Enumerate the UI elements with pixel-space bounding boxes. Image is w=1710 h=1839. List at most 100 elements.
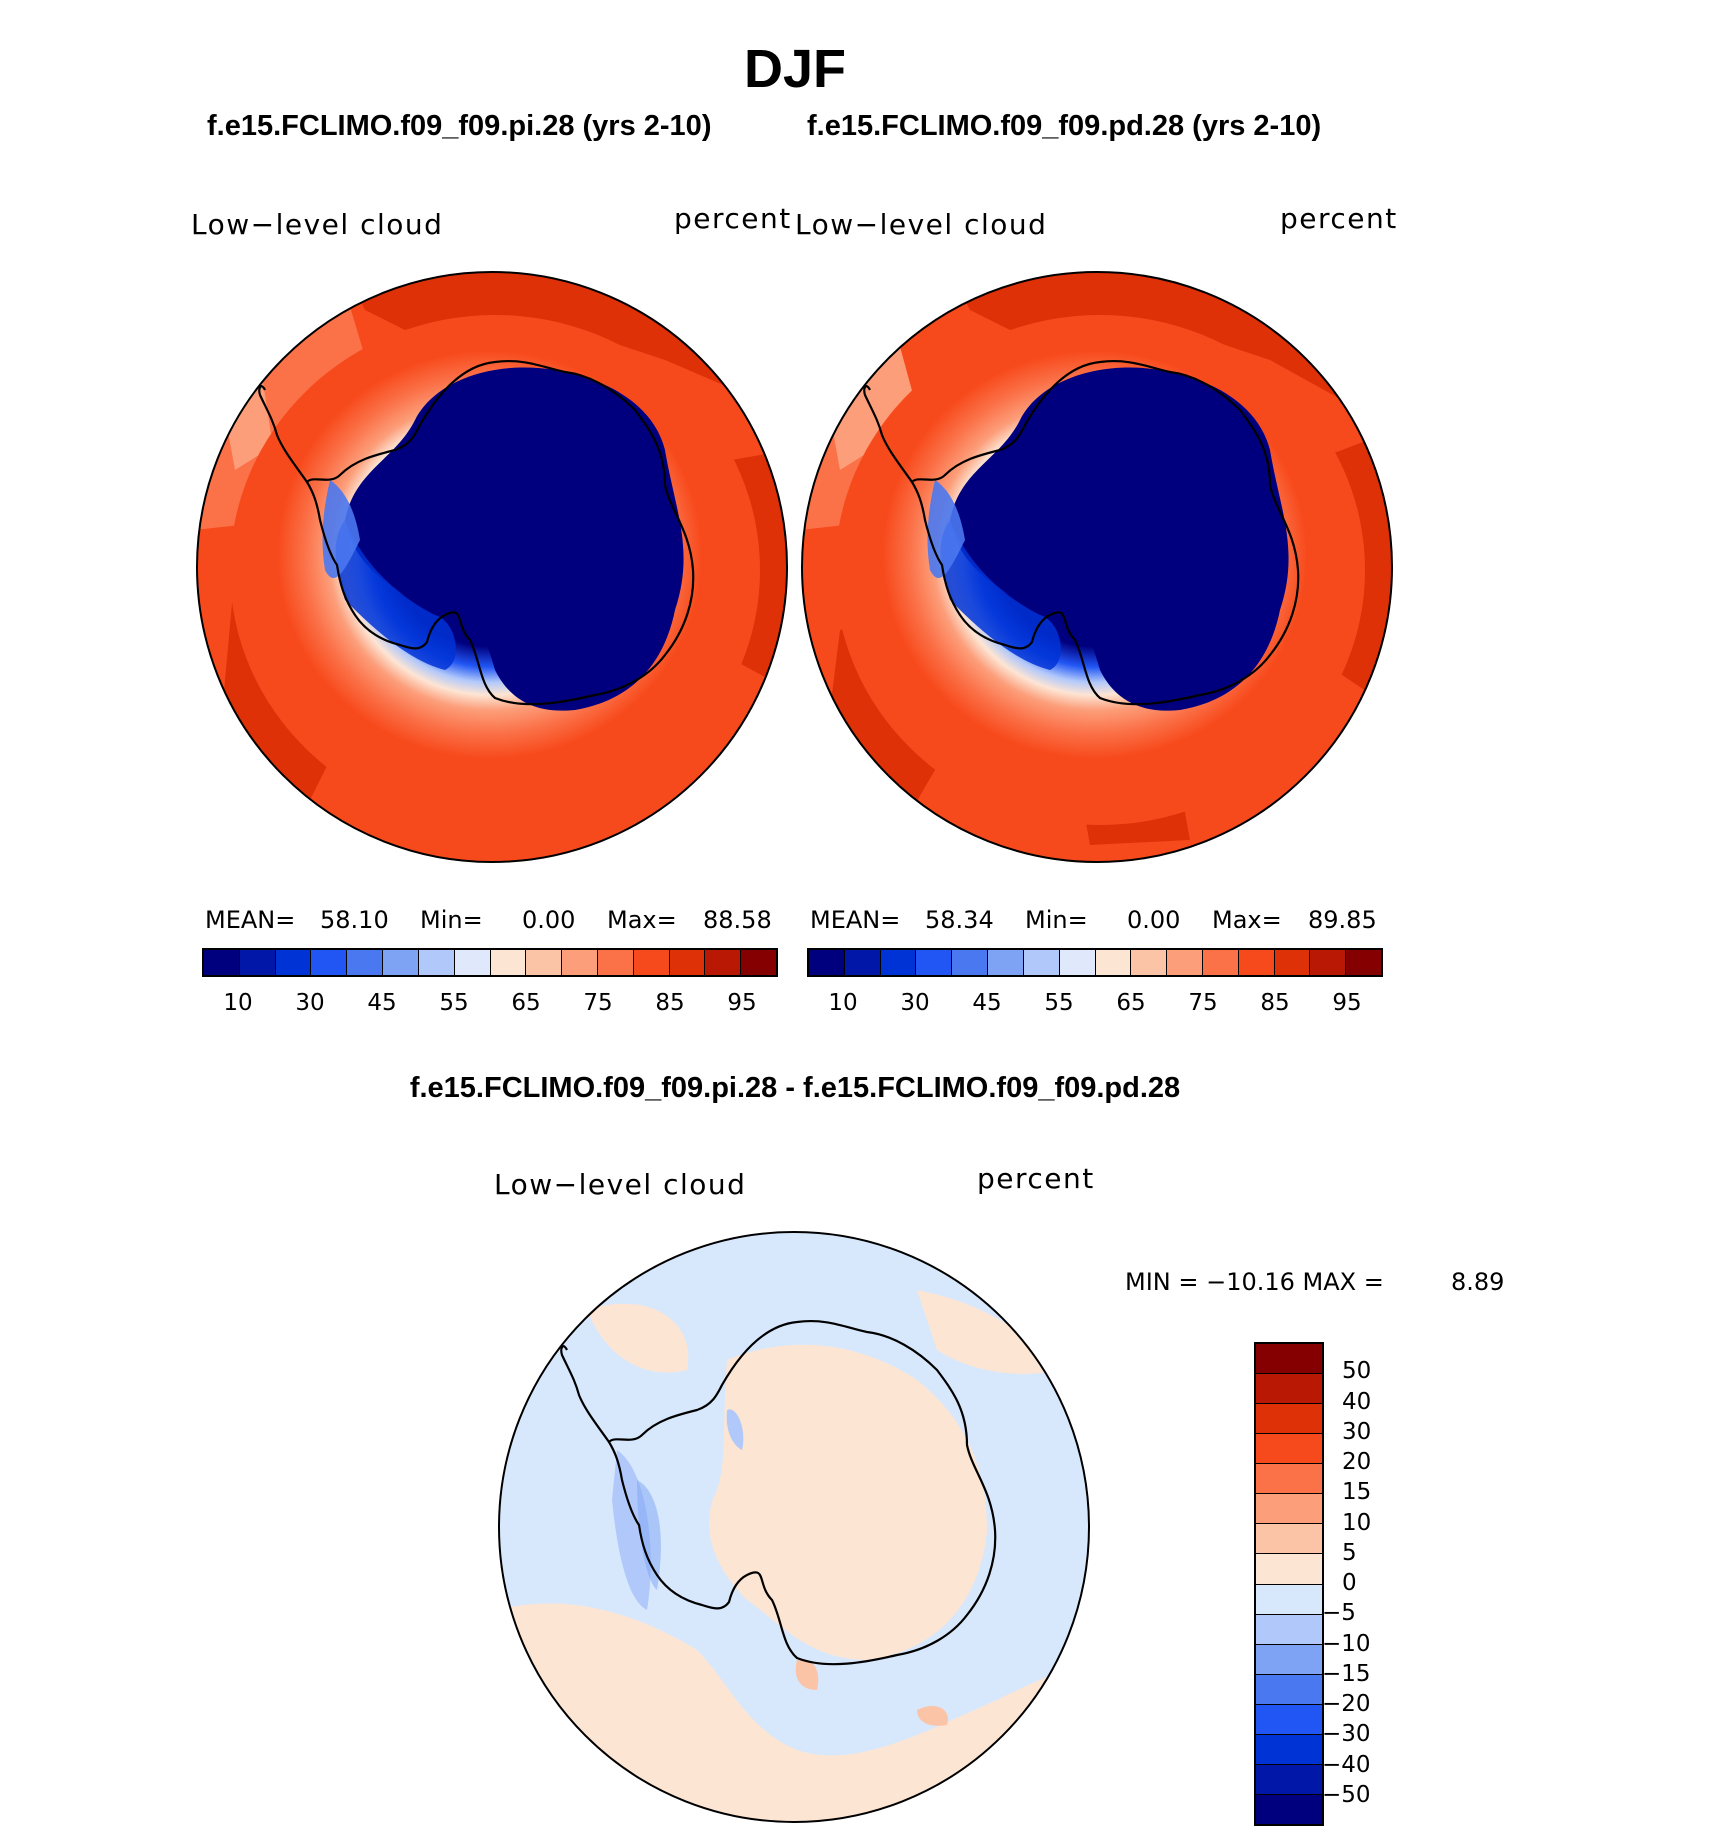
panel-1-colorbar-box <box>597 950 634 975</box>
panel-1-colorbar-box <box>311 950 348 975</box>
panel-2-colorbar-box <box>1238 950 1275 975</box>
difference-colorbar-tick-label: 30 <box>1342 1418 1372 1445</box>
panel-2-colorbar-box <box>1167 950 1203 975</box>
panel-2-colorbar-box <box>1059 950 1096 975</box>
panel-2-polar-map <box>801 271 1393 863</box>
difference-colorbar-box <box>1256 1404 1322 1435</box>
panel-2-colorbar-tick-label: 85 <box>1260 990 1290 1016</box>
panel-2-colorbar-tick-label: 75 <box>1188 990 1218 1016</box>
difference-colorbar-box <box>1256 1494 1322 1525</box>
panel-1-colorbar-box <box>526 950 563 975</box>
difference-colorbar-tick-label: −5 <box>1322 1600 1356 1627</box>
difference-colorbar-ticks: 50 40 30 20 15 10 5 0 −5 −10 −15 −20 −30 −40 −50 <box>1322 1342 1430 1826</box>
figure-title: DJF <box>743 39 846 99</box>
panel-2-colorbar-box <box>952 950 989 975</box>
panel-2-max-label: Max= <box>1212 906 1282 934</box>
panel-1-colorbar-box <box>741 950 776 975</box>
panel-2-colorbar-box <box>1131 950 1168 975</box>
panel-2-mean-label: MEAN= <box>810 906 901 934</box>
difference-colorbar-box <box>1256 1794 1322 1824</box>
difference-variable-label: Low−level cloud <box>494 1168 747 1201</box>
panel-1-colorbar-tick-label: 45 <box>367 990 397 1016</box>
panel-2-mean-value: 58.34 <box>925 906 994 934</box>
panel-2-colorbar-ticks: 10 30 45 55 65 75 85 95 <box>807 990 1383 1020</box>
difference-colorbar-tick-label: 40 <box>1342 1388 1372 1415</box>
difference-minmax-label: MIN = −10.16 MAX = <box>1125 1268 1384 1296</box>
panel-1-colorbar-box <box>633 950 670 975</box>
panel-2-colorbar-box <box>1095 950 1132 975</box>
difference-colorbar-tick-label: 0 <box>1342 1570 1357 1596</box>
difference-max-value: 8.89 <box>1451 1268 1505 1296</box>
panel-1-colorbar-tick-label: 95 <box>727 990 757 1016</box>
panel-2-colorbar-tick-label: 10 <box>828 990 858 1016</box>
difference-colorbar-tick-label: −20 <box>1322 1691 1371 1717</box>
difference-colorbar-box <box>1256 1374 1322 1405</box>
panel-2-min-value: 0.00 <box>1127 906 1181 934</box>
panel-1-mean-label: MEAN= <box>205 906 296 934</box>
panel-2-units-label: percent <box>1280 202 1398 235</box>
panel-2-max-value: 89.85 <box>1308 906 1377 934</box>
difference-colorbar-box <box>1256 1344 1322 1375</box>
panel-1-min-value: 0.00 <box>522 906 576 934</box>
panel-1-colorbar <box>202 948 778 977</box>
difference-colorbar-tick-label: −15 <box>1322 1660 1371 1687</box>
panel-2-colorbar-box <box>809 950 845 975</box>
panel-1-max-label: Max= <box>607 906 677 934</box>
panel-2-colorbar-tick-label: 95 <box>1332 990 1362 1016</box>
difference-colorbar-box <box>1256 1674 1322 1705</box>
panel-1-colorbar-tick-label: 10 <box>223 990 253 1016</box>
difference-colorbar-box <box>1256 1734 1322 1765</box>
panel-2-colorbar-box <box>1023 950 1060 975</box>
panel-2-colorbar-box <box>880 950 917 975</box>
panel-2-colorbar-box <box>988 950 1024 975</box>
difference-colorbar-tick-label: 5 <box>1342 1539 1357 1566</box>
difference-colorbar <box>1254 1342 1324 1826</box>
difference-colorbar-tick-label: −50 <box>1322 1781 1371 1808</box>
panel-1-min-label: Min= <box>420 906 483 934</box>
difference-colorbar-tick-label: −10 <box>1322 1630 1371 1657</box>
panel-2-colorbar-tick-label: 55 <box>1044 990 1074 1016</box>
panel-1-run-title: f.e15.FCLIMO.f09_f09.pi.28 (yrs 2-10) <box>207 110 712 142</box>
difference-colorbar-tick-label: 20 <box>1342 1449 1372 1475</box>
panel-2-colorbar-box <box>1202 950 1239 975</box>
difference-colorbar-box <box>1256 1434 1322 1465</box>
panel-2-variable-label: Low−level cloud <box>795 208 1048 241</box>
difference-colorbar-box <box>1256 1614 1322 1645</box>
panel-1-colorbar-tick-label: 75 <box>583 990 613 1016</box>
panel-1-polar-map <box>196 271 788 863</box>
panel-2-colorbar-box <box>844 950 881 975</box>
panel-1-colorbar-tick-label: 65 <box>511 990 541 1016</box>
panel-1-colorbar-box <box>490 950 527 975</box>
panel-1-colorbar-tick-label: 55 <box>439 990 469 1016</box>
panel-2-min-label: Min= <box>1025 906 1088 934</box>
panel-2-colorbar-tick-label: 65 <box>1116 990 1146 1016</box>
panel-1-colorbar-box <box>347 950 384 975</box>
difference-colorbar-tick-label: 10 <box>1342 1509 1372 1536</box>
difference-colorbar-box <box>1256 1524 1322 1555</box>
panel-1-colorbar-box <box>239 950 276 975</box>
panel-2-colorbar-box <box>916 950 953 975</box>
panel-2-run-title: f.e15.FCLIMO.f09_f09.pd.28 (yrs 2-10) <box>807 110 1322 142</box>
difference-colorbar-tick-label: 15 <box>1342 1479 1372 1506</box>
difference-colorbar-tick-label: −30 <box>1322 1721 1371 1748</box>
panel-2-colorbar <box>807 948 1383 977</box>
panel-1-colorbar-box <box>669 950 706 975</box>
panel-1-mean-value: 58.10 <box>320 906 389 934</box>
panel-1-colorbar-ticks: 10 30 45 55 65 75 85 95 <box>202 990 778 1020</box>
panel-2-colorbar-box <box>1346 950 1381 975</box>
panel-1-colorbar-tick-label: 30 <box>295 990 325 1016</box>
difference-colorbar-box <box>1256 1764 1322 1795</box>
difference-title: f.e15.FCLIMO.f09_f09.pi.28 - f.e15.FCLIM… <box>409 1072 1181 1104</box>
difference-polar-map <box>498 1231 1090 1823</box>
difference-colorbar-tick-label: 50 <box>1342 1358 1372 1385</box>
panel-1-max-value: 88.58 <box>703 906 772 934</box>
panel-1-variable-label: Low−level cloud <box>191 208 444 241</box>
panel-1-colorbar-box <box>454 950 491 975</box>
panel-1-colorbar-box <box>383 950 419 975</box>
panel-1-colorbar-box <box>275 950 312 975</box>
panel-2-colorbar-box <box>1274 950 1311 975</box>
panel-1-units-label: percent <box>674 202 792 235</box>
panel-1-colorbar-box <box>204 950 240 975</box>
panel-1-colorbar-box <box>705 950 742 975</box>
difference-colorbar-box <box>1256 1464 1322 1495</box>
